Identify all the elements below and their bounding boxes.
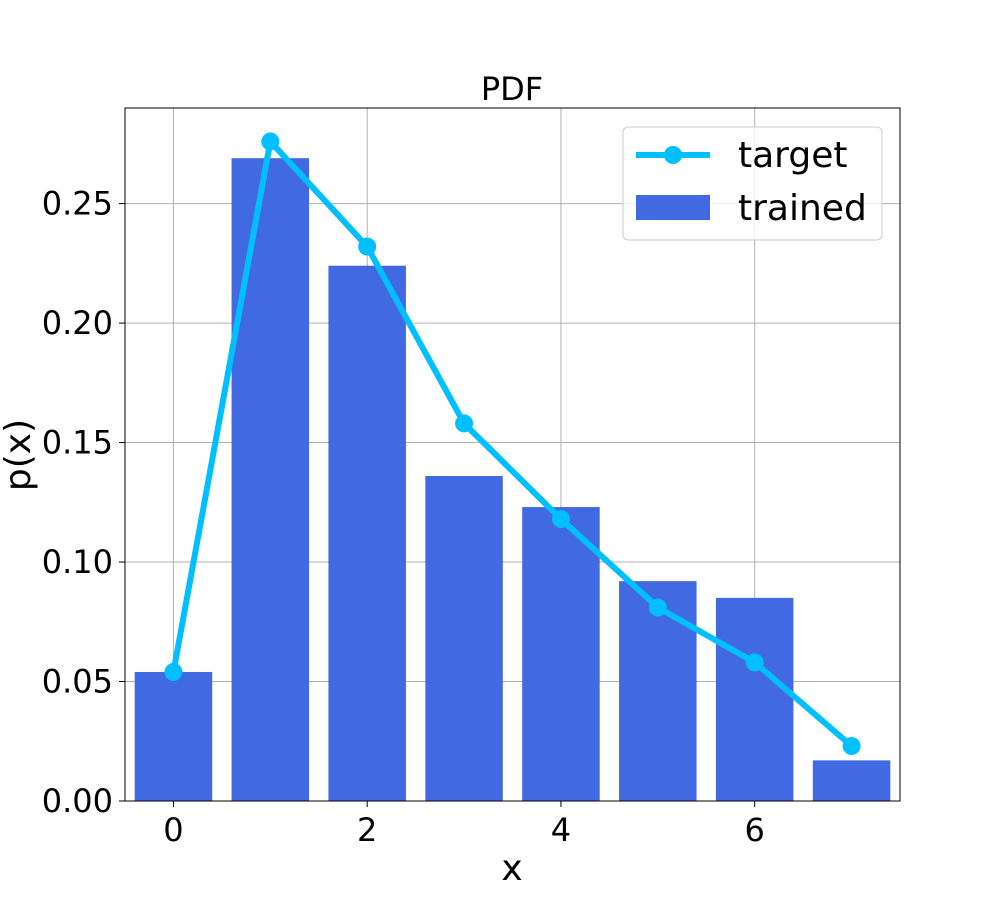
x-tick-label: 6 — [745, 811, 765, 849]
legend-label-trained: trained — [738, 188, 867, 229]
target-point — [164, 662, 183, 681]
x-axis-label: x — [501, 848, 522, 889]
axis-ticks: 0 2 4 6 0.00 0.05 0.10 0.15 0.20 0.25 — [42, 185, 765, 849]
line-series-target — [164, 132, 861, 756]
bar-trained — [522, 507, 600, 801]
target-point — [842, 737, 861, 756]
target-point — [261, 132, 280, 151]
legend-label-target: target — [738, 135, 847, 176]
legend: target trained — [622, 126, 883, 241]
bar-trained — [231, 158, 310, 802]
x-tick-label: 4 — [551, 811, 571, 849]
target-point — [745, 653, 764, 672]
legend-trained-swatch — [636, 195, 710, 220]
bar-trained — [134, 671, 213, 801]
x-tick-label: 2 — [357, 811, 377, 849]
bar-trained — [619, 581, 697, 801]
bar-trained — [425, 476, 503, 801]
y-tick-label: 0.00 — [42, 782, 113, 820]
target-point — [648, 598, 667, 617]
y-axis-label: p(x) — [0, 419, 39, 491]
legend-target-marker — [664, 146, 682, 164]
chart-title: PDF — [481, 70, 543, 108]
y-tick-label: 0.05 — [42, 663, 113, 701]
bar-series-trained — [134, 158, 891, 802]
x-tick-label: 0 — [163, 811, 183, 849]
bar-trained — [715, 597, 794, 801]
target-line — [170, 138, 854, 749]
y-tick-label: 0.25 — [42, 185, 113, 223]
target-point — [551, 510, 570, 529]
y-tick-label: 0.10 — [42, 543, 113, 581]
y-tick-label: 0.20 — [42, 304, 113, 342]
bar-trained — [328, 265, 406, 801]
target-point — [358, 237, 377, 256]
y-tick-label: 0.15 — [42, 424, 113, 462]
plot-frame — [124, 107, 901, 802]
target-point — [455, 414, 474, 433]
bar-trained — [812, 760, 891, 801]
